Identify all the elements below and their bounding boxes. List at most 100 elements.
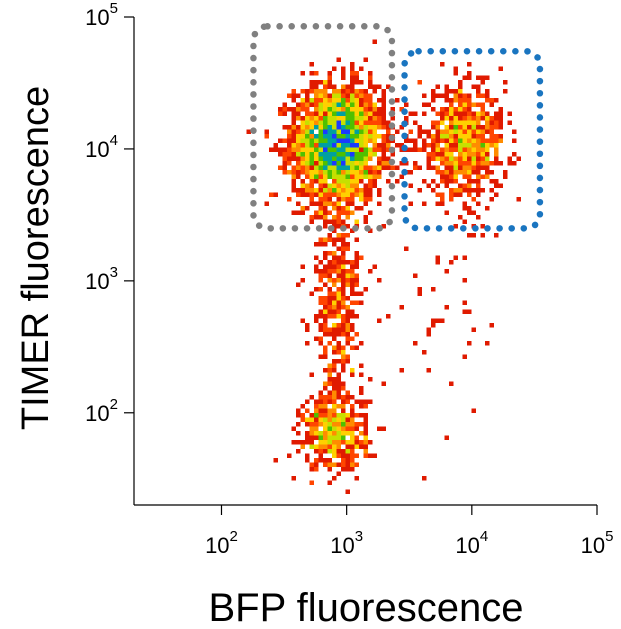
event-cell — [287, 197, 292, 202]
event-cell — [318, 404, 323, 409]
event-cell — [332, 368, 337, 373]
event-cell — [305, 107, 310, 112]
event-cell — [327, 264, 332, 269]
event-cell — [323, 327, 328, 332]
event-cell — [336, 156, 341, 161]
event-cell — [345, 188, 350, 193]
event-cell — [341, 345, 346, 350]
event-cell — [332, 291, 337, 296]
event-cell — [458, 215, 463, 220]
event-cell — [327, 233, 332, 238]
event-cell — [314, 179, 319, 184]
event-cell — [287, 143, 292, 148]
event-cell — [332, 332, 337, 337]
event-cell — [336, 89, 341, 94]
event-cell — [431, 318, 436, 323]
event-cell — [462, 174, 467, 179]
event-cell — [332, 120, 337, 125]
event-cell — [323, 237, 328, 242]
event-cell — [336, 386, 341, 391]
event-cell — [485, 89, 490, 94]
event-cell — [485, 143, 490, 148]
event-cell — [332, 359, 337, 364]
event-cell — [345, 273, 350, 278]
event-cell — [341, 89, 346, 94]
event-cell — [350, 152, 355, 157]
event-cell — [435, 165, 440, 170]
event-cell — [480, 93, 485, 98]
event-cell — [341, 296, 346, 301]
event-cell — [444, 134, 449, 139]
event-cell — [282, 102, 287, 107]
event-cell — [314, 210, 319, 215]
event-cell — [453, 71, 458, 76]
event-cell — [377, 111, 382, 116]
event-cell — [318, 327, 323, 332]
event-cell — [449, 116, 454, 121]
event-cell — [422, 93, 427, 98]
event-cell — [354, 125, 359, 130]
event-cell — [291, 183, 296, 188]
event-cell — [345, 192, 350, 197]
event-cell — [309, 129, 314, 134]
event-cell — [354, 278, 359, 283]
event-cell — [426, 332, 431, 337]
event-cell — [341, 251, 346, 256]
event-cell — [327, 444, 332, 449]
event-cell — [359, 399, 364, 404]
event-cell — [332, 179, 337, 184]
event-cell — [381, 116, 386, 121]
event-cell — [350, 278, 355, 283]
event-cell — [314, 138, 319, 143]
event-cell — [345, 206, 350, 211]
event-cell — [327, 210, 332, 215]
event-cell — [296, 449, 301, 454]
event-cell — [476, 179, 481, 184]
event-cell — [332, 269, 337, 274]
event-cell — [341, 147, 346, 152]
event-cell — [323, 129, 328, 134]
event-cell — [372, 152, 377, 157]
event-cell — [444, 125, 449, 130]
event-cell — [480, 111, 485, 116]
event-cell — [462, 206, 467, 211]
event-cell — [345, 138, 350, 143]
event-cell — [422, 147, 427, 152]
event-cell — [332, 134, 337, 139]
event-cell — [480, 161, 485, 166]
event-cell — [341, 431, 346, 436]
event-cell — [422, 111, 427, 116]
event-cell — [318, 435, 323, 440]
event-cell — [318, 408, 323, 413]
event-cell — [341, 129, 346, 134]
event-cell — [336, 170, 341, 175]
event-cell — [332, 161, 337, 166]
event-cell — [332, 399, 337, 404]
event-cell — [327, 273, 332, 278]
event-cell — [336, 179, 341, 184]
event-cell — [309, 183, 314, 188]
event-cell — [327, 417, 332, 422]
event-cell — [485, 93, 490, 98]
event-cell — [264, 134, 269, 139]
event-cell — [467, 134, 472, 139]
event-cell — [368, 174, 373, 179]
event-cell — [368, 188, 373, 193]
event-cell — [318, 390, 323, 395]
event-cell — [444, 305, 449, 310]
event-cell — [332, 440, 337, 445]
event-cell — [449, 197, 454, 202]
event-cell — [309, 417, 314, 422]
event-cell — [291, 174, 296, 179]
event-cell — [341, 350, 346, 355]
event-cell — [291, 440, 296, 445]
event-cell — [291, 111, 296, 116]
event-cell — [318, 453, 323, 458]
event-cell — [467, 341, 472, 346]
event-cell — [323, 89, 328, 94]
event-cell — [417, 134, 422, 139]
event-cell — [507, 120, 512, 125]
event-cell — [381, 107, 386, 112]
event-cell — [458, 147, 463, 152]
